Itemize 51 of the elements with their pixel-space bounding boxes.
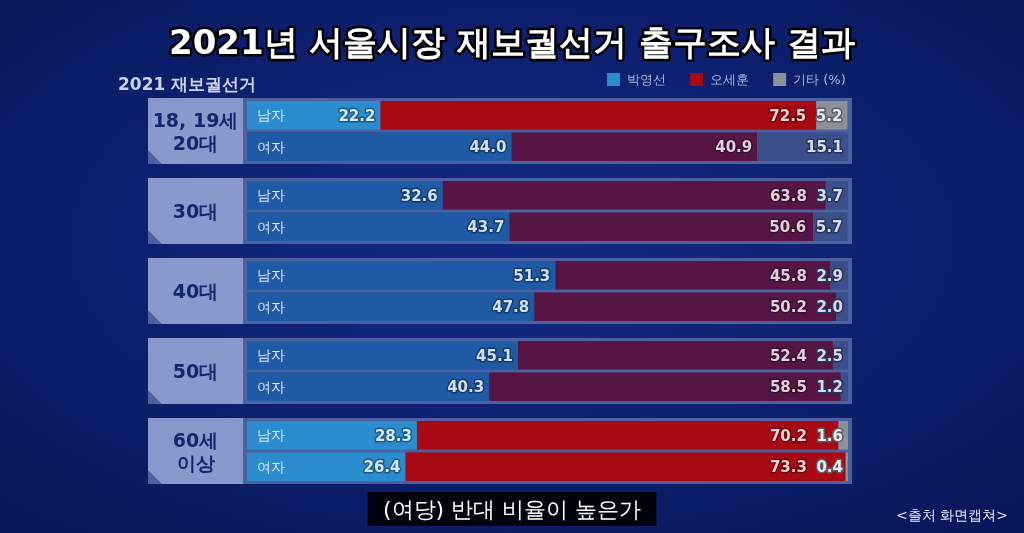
data-label: 47.8 [492,298,530,317]
data-label: 26.4 [363,458,401,477]
data-label: 5.7 [815,218,843,237]
data-label: 63.8 [769,186,807,205]
y-tick-label: 남자 [257,267,285,284]
text: 50대 [172,360,219,382]
data-label: 40.3 [447,378,485,397]
data-label: 45.8 [769,266,807,285]
legend-label: 오세훈 [710,72,750,87]
data-label: 50.6 [769,218,807,237]
y-tick-label: 여자 [257,138,285,155]
data-label: 45.1 [476,346,514,365]
data-label: 58.5 [769,378,807,397]
data-label: 44.0 [469,138,507,157]
data-label: 52.4 [769,346,807,365]
text: 40대 [172,280,219,302]
data-label: 0.4 [816,458,843,477]
y-tick-label: 남자 [257,187,285,204]
legend-label: 기타 (%) [793,72,846,87]
data-label: 70.2 [769,426,807,445]
data-label: 43.7 [467,218,505,237]
data-label: 72.5 [769,106,807,125]
data-label: 22.2 [338,106,376,125]
data-label: 15.1 [805,138,843,157]
data-label: 50.2 [769,298,807,317]
data-label: 1.2 [816,378,843,397]
data-label: 2.9 [816,266,843,285]
y-tick-label: 남자 [257,427,285,444]
legend-label: 박영선 [627,72,667,87]
y-tick-label: 여자 [257,458,285,475]
data-label: 2.0 [816,298,843,317]
y-tick-label: 여자 [257,378,285,395]
y-tick-label: 남자 [257,107,285,124]
text: 60세 이상 [172,428,219,474]
text: (여당) 반대 비율이 높은가 [382,497,642,522]
text: 30대 [172,200,219,222]
y-tick-label: 남자 [257,347,285,364]
data-label: 32.6 [400,186,438,205]
data-label: 28.3 [374,426,412,445]
data-label: 40.9 [715,138,753,157]
text: 2021 재보궐선거 [118,74,257,94]
data-label: 3.7 [816,186,843,205]
data-label: 5.2 [815,106,843,125]
data-label: 51.3 [513,266,551,285]
y-tick-label: 여자 [257,298,285,315]
data-label: 73.3 [769,458,807,477]
text: 18, 19세 20대 [152,108,239,154]
y-tick-label: 여자 [257,218,285,235]
text: <출처 화면캡쳐> [896,507,1008,523]
data-label: 2.5 [816,346,843,365]
text: 2021년 서울시장 재보궐선거 출구조사 결과 [169,22,855,62]
